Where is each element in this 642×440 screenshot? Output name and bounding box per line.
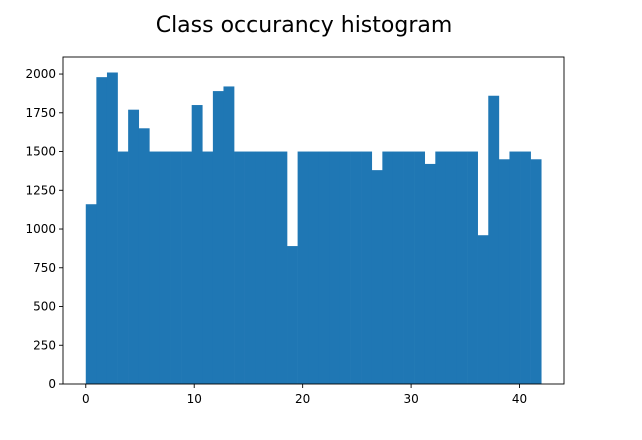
plot-frame: [62, 56, 565, 385]
x-tick-label: 30: [403, 392, 418, 406]
histogram-bar: [361, 151, 373, 384]
histogram-bar: [287, 246, 298, 384]
histogram-bar: [530, 159, 542, 384]
histogram-bar: [202, 151, 214, 384]
histogram-bar: [509, 151, 521, 384]
histogram-bar: [191, 105, 203, 384]
histogram-bar: [350, 151, 362, 384]
histogram-bar: [96, 77, 108, 385]
x-tick-label: 40: [512, 392, 527, 406]
histogram-bar: [106, 72, 118, 384]
histogram-bar: [308, 151, 320, 384]
histogram-bar: [85, 204, 97, 384]
bars-group: [85, 72, 542, 385]
histogram-bar: [392, 151, 404, 384]
histogram-bar: [181, 151, 192, 384]
histogram-bar: [403, 151, 415, 384]
histogram-bar: [520, 151, 531, 384]
y-tick-label: 750: [33, 261, 56, 275]
y-tick-label: 1000: [25, 222, 56, 236]
histogram-bar: [265, 151, 277, 384]
y-tick-label: 250: [33, 338, 56, 352]
histogram-bar: [159, 151, 171, 384]
histogram-bar: [339, 151, 351, 384]
histogram-bar: [456, 151, 468, 384]
histogram-bar: [117, 151, 129, 384]
histogram-bar: [488, 95, 500, 385]
histogram-bar: [276, 151, 288, 384]
histogram-bar: [445, 151, 457, 384]
x-tick-label: 0: [82, 392, 90, 406]
chart-title: Class occurancy histogram: [156, 13, 453, 38]
histogram-bar: [138, 128, 150, 384]
y-tick-label: 1750: [25, 106, 56, 120]
histogram-bar: [223, 86, 235, 384]
histogram-bar: [467, 151, 478, 384]
histogram-bar: [244, 151, 256, 384]
histogram-bar: [382, 151, 394, 384]
histogram-bar: [371, 170, 383, 384]
y-tick-label: 1500: [25, 145, 56, 159]
histogram-bar: [255, 151, 267, 384]
x-tick-label: 20: [295, 392, 310, 406]
histogram-bar: [329, 151, 341, 384]
histogram-bar: [414, 151, 426, 384]
histogram-bar: [212, 91, 224, 384]
histogram-bar: [149, 151, 161, 384]
histogram-bar: [435, 151, 447, 384]
y-tick-label: 2000: [25, 67, 56, 81]
histogram-bar: [477, 235, 489, 384]
x-tick-label: 10: [187, 392, 202, 406]
histogram-bar: [498, 159, 510, 384]
y-tick-label: 500: [33, 300, 56, 314]
histogram-bar: [297, 151, 309, 384]
histogram-bar: [128, 109, 140, 384]
y-tick-label: 1250: [25, 183, 56, 197]
histogram-bar: [318, 151, 330, 384]
axes-group: 0 250 500 750 1000 1250 1500 1750 2000 0 10 20 30 40: [25, 56, 565, 406]
histogram-bar: [234, 151, 245, 384]
histogram-bar: [424, 163, 436, 384]
y-tick-label: 0: [48, 377, 56, 391]
histogram-bar: [170, 151, 182, 384]
